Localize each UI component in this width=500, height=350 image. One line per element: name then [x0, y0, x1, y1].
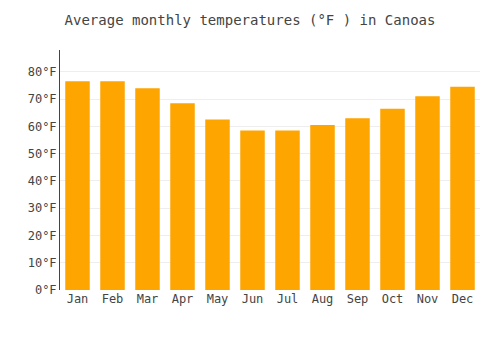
svg-text:Feb: Feb — [102, 292, 124, 306]
svg-text:40°F: 40°F — [28, 174, 57, 188]
svg-text:50°F: 50°F — [28, 147, 57, 161]
svg-text:Jul: Jul — [277, 292, 299, 306]
svg-text:Mar: Mar — [137, 292, 159, 306]
svg-text:60°F: 60°F — [28, 120, 57, 134]
svg-text:Jun: Jun — [242, 292, 264, 306]
svg-text:0°F: 0°F — [35, 283, 57, 297]
svg-text:80°F: 80°F — [28, 65, 57, 79]
svg-text:Sep: Sep — [347, 292, 369, 306]
svg-text:30°F: 30°F — [28, 201, 57, 215]
svg-text:20°F: 20°F — [28, 229, 57, 243]
svg-text:Nov: Nov — [417, 292, 439, 306]
svg-text:Apr: Apr — [172, 292, 194, 306]
svg-text:Aug: Aug — [312, 292, 334, 306]
svg-text:Dec: Dec — [452, 292, 474, 306]
svg-text:May: May — [207, 292, 229, 306]
svg-text:Jan: Jan — [67, 292, 89, 306]
svg-text:Average monthly temperatures (: Average monthly temperatures (°F ) in Ca… — [65, 12, 436, 28]
svg-text:70°F: 70°F — [28, 92, 57, 106]
svg-text:10°F: 10°F — [28, 256, 57, 270]
svg-text:Oct: Oct — [382, 292, 404, 306]
